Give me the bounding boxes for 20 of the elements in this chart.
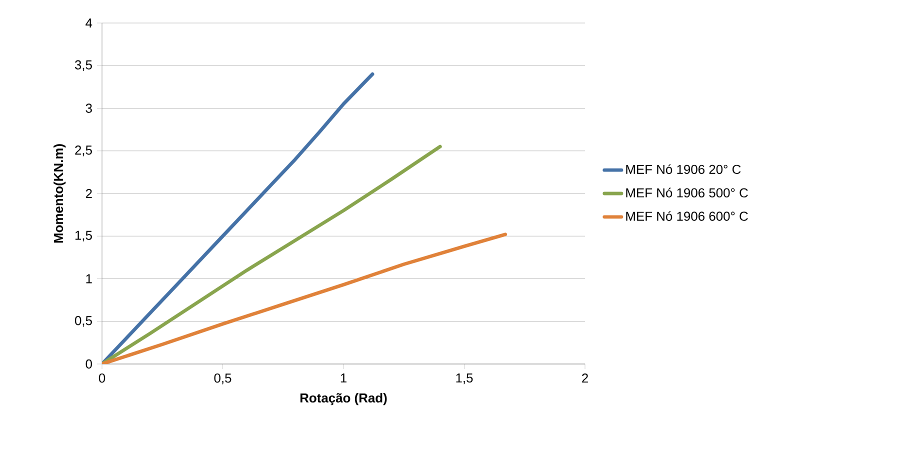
y-tick-label: 3,5 [74,60,92,71]
y-axis-title: Momento(KN.m) [54,144,66,243]
legend-label: MEF Nó 1906 600° C [626,211,748,221]
line-series [102,232,508,364]
y-tick-label: 4 [86,18,92,28]
y-tick-label: 3 [86,104,92,113]
y-tick-label: 1,5 [75,230,92,242]
x-axis-title: Rotação (Rad) [300,393,387,406]
y-tick-label: 0,5 [74,316,92,327]
y-tick-label: 2,5 [75,146,92,156]
x-tick-label: 2 [582,374,588,383]
x-tick-label: 0 [98,374,106,383]
legend-label: MEF Nó 1906 20° C [626,164,741,174]
x-tick-label: 1,5 [456,374,473,384]
x-tick-label: 0,5 [214,374,232,384]
y-tick-label: 0 [86,359,92,369]
x-tick-label: 1 [340,374,346,382]
y-tick-label: 2 [86,188,92,198]
y-tick-label: 1 [86,274,92,284]
legend-label: MEF Nó 1906 500° C [626,188,748,198]
